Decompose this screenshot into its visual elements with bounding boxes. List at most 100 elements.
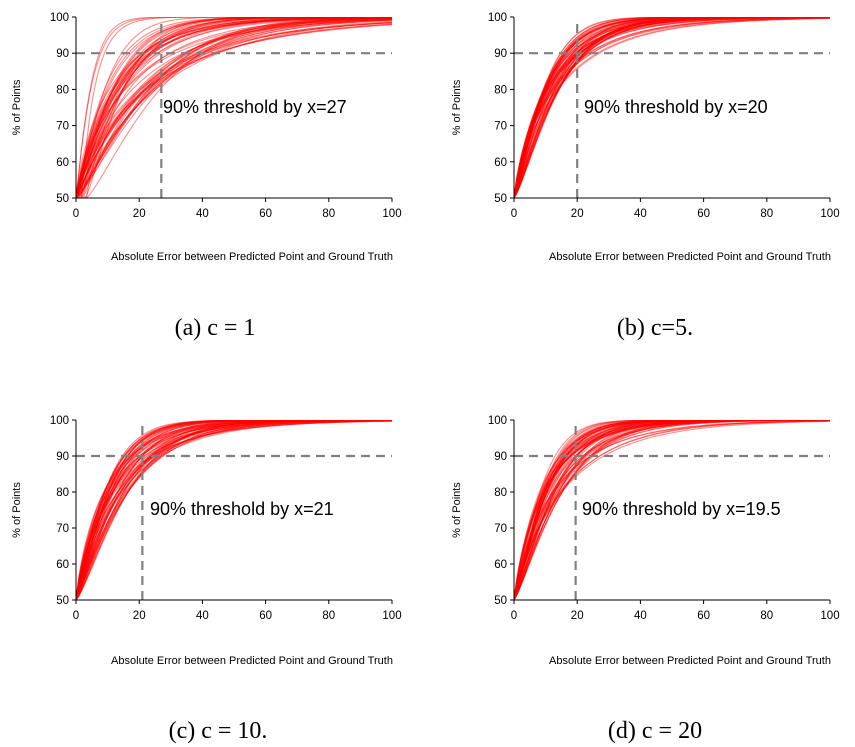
series-line — [76, 420, 392, 600]
series-line — [514, 420, 830, 600]
series-line — [514, 420, 830, 600]
y-tick-label: 50 — [56, 193, 69, 205]
series-line — [514, 420, 830, 600]
series-line — [76, 420, 392, 600]
series-line — [76, 420, 392, 600]
series-line — [514, 420, 830, 600]
x-axis-label: Absolute Error between Predicted Point a… — [111, 655, 393, 667]
series-line — [514, 17, 830, 198]
y-tick-label: 100 — [50, 12, 69, 24]
y-tick-label: 90 — [56, 48, 69, 60]
series-line — [514, 17, 830, 198]
series-line — [514, 420, 830, 600]
series-line — [76, 420, 392, 600]
series-line — [76, 17, 392, 198]
x-tick-label: 60 — [697, 208, 710, 220]
series-line — [76, 420, 392, 600]
series-line — [514, 17, 830, 198]
series-line — [514, 17, 830, 198]
x-tick-label: 80 — [760, 208, 773, 220]
series-line — [76, 21, 392, 198]
series-line — [514, 17, 830, 198]
series-line — [514, 420, 830, 600]
series-line — [76, 17, 392, 198]
series-line — [76, 17, 392, 198]
series-line — [76, 420, 392, 600]
series-line — [514, 420, 830, 600]
x-tick-label: 100 — [382, 610, 401, 622]
y-axis-label: % of Points — [11, 79, 23, 135]
series-line — [514, 420, 830, 600]
series-line — [76, 17, 392, 198]
series-line — [514, 420, 830, 600]
series-line — [76, 17, 392, 198]
x-tick-label: 80 — [322, 208, 335, 220]
series-line — [514, 420, 830, 600]
series-line — [76, 420, 392, 600]
series-line — [514, 17, 830, 198]
series-line — [514, 17, 830, 198]
y-tick-label: 60 — [56, 559, 69, 571]
series-line — [76, 420, 392, 600]
series-line — [76, 420, 392, 600]
series-line — [514, 17, 830, 198]
series-line — [514, 420, 830, 600]
series-line — [76, 420, 392, 600]
series-line — [514, 420, 830, 600]
series-line — [514, 17, 830, 198]
series-line — [514, 17, 830, 198]
series-line — [514, 420, 830, 600]
series-line — [76, 17, 392, 198]
series-line — [514, 420, 830, 600]
series-line — [514, 17, 830, 198]
series-line — [76, 420, 392, 600]
series-line — [76, 17, 392, 198]
series-line — [514, 17, 830, 198]
series-line — [76, 420, 392, 600]
series-line — [514, 17, 830, 198]
series-line — [514, 420, 830, 600]
series-line — [514, 420, 830, 600]
x-tick-label: 0 — [73, 208, 79, 220]
series-line — [76, 420, 392, 600]
series-line — [514, 420, 830, 600]
x-tick-label: 40 — [196, 208, 209, 220]
series-line — [76, 17, 392, 198]
series-line — [76, 17, 392, 198]
series-line — [76, 17, 392, 198]
threshold-annotation: 90% threshold by x=27 — [163, 97, 347, 117]
series-line — [76, 17, 392, 198]
series-line — [514, 17, 830, 198]
series-line — [514, 420, 830, 600]
series-line — [514, 420, 830, 600]
series-line — [76, 420, 392, 600]
series-line — [76, 17, 392, 198]
series-line — [514, 17, 830, 198]
series-line — [76, 17, 392, 198]
series-line — [514, 420, 830, 600]
series-line — [514, 420, 830, 600]
series-line — [514, 420, 830, 600]
y-tick-label: 60 — [56, 157, 69, 169]
series-line — [76, 420, 392, 600]
series-line — [76, 18, 392, 198]
series-line — [76, 420, 392, 600]
y-tick-label: 80 — [494, 84, 507, 96]
series-line — [76, 420, 392, 600]
series-line — [514, 17, 830, 198]
series-line — [514, 420, 830, 600]
series-line — [514, 17, 830, 198]
series-line — [76, 420, 392, 600]
series-line — [514, 420, 830, 600]
series-line — [514, 17, 830, 198]
series-line — [514, 17, 830, 198]
series-line — [76, 420, 392, 600]
series-line — [514, 17, 830, 198]
x-tick-label: 60 — [697, 610, 710, 622]
series-line — [514, 17, 830, 198]
series-line — [76, 22, 392, 198]
series-line — [76, 17, 392, 198]
series-line — [514, 17, 830, 198]
series-line — [514, 17, 830, 198]
